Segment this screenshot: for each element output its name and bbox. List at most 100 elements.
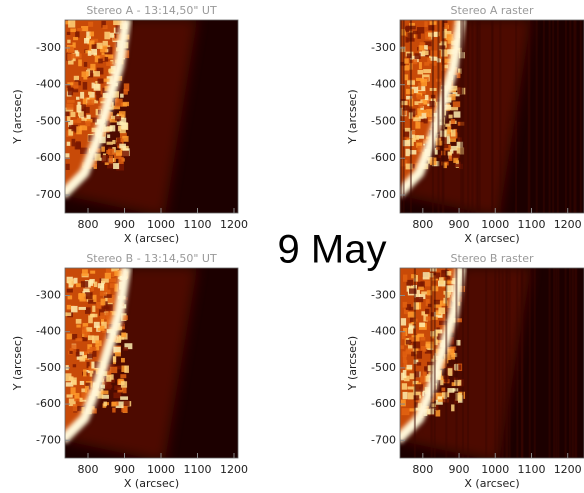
texture [106, 374, 112, 382]
texture [418, 293, 426, 300]
raster-stripe [485, 268, 488, 458]
texture [401, 372, 405, 381]
texture [119, 125, 126, 134]
texture [120, 321, 125, 327]
texture [402, 274, 408, 282]
texture [84, 331, 91, 338]
raster-stripe [400, 20, 403, 213]
texture [418, 111, 422, 117]
raster-stripe [579, 20, 582, 213]
x-axis-label: X (arcsec) [124, 232, 179, 245]
limb-edge [65, 20, 132, 199]
texture [121, 365, 127, 373]
texture [95, 340, 102, 347]
texture [422, 371, 427, 376]
texture [424, 45, 428, 50]
texture [84, 327, 93, 332]
raster-stripe [467, 20, 470, 213]
x-tick-label: 900 [449, 463, 470, 476]
x-axis-label: X (arcsec) [124, 477, 179, 490]
axes-frame [64, 267, 239, 459]
texture [406, 95, 413, 100]
texture [109, 118, 117, 123]
texture [121, 404, 128, 413]
texture [99, 291, 107, 296]
texture [418, 103, 424, 108]
texture [70, 28, 76, 33]
texture [82, 82, 88, 90]
x-tick-label: 1100 [517, 463, 545, 476]
texture [451, 353, 456, 360]
texture [412, 130, 416, 135]
texture [70, 333, 78, 340]
texture [416, 362, 422, 366]
x-tick-label: 800 [412, 218, 433, 231]
texture [68, 285, 72, 291]
texture [402, 369, 407, 378]
texture [408, 327, 414, 334]
texture [81, 398, 87, 402]
texture [90, 270, 96, 274]
texture [97, 148, 101, 153]
y-axis-label: Y (arcsec) [11, 89, 24, 144]
texture [424, 94, 429, 101]
raster-stripe [533, 268, 536, 458]
y-tick-label: -400 [36, 325, 61, 338]
texture [82, 355, 88, 359]
texture [77, 28, 83, 32]
texture [96, 67, 104, 75]
texture [417, 333, 425, 338]
x-tick-label: 1200 [554, 463, 582, 476]
texture [116, 121, 124, 126]
raster-stripe [521, 268, 524, 458]
texture [104, 46, 113, 55]
texture [119, 143, 126, 149]
texture [83, 106, 90, 114]
texture [91, 99, 98, 104]
texture [80, 351, 89, 356]
texture [448, 137, 456, 142]
texture [424, 347, 432, 354]
texture [123, 347, 129, 351]
texture [104, 161, 109, 165]
texture [413, 117, 421, 122]
y-tick-label: -500 [36, 114, 61, 127]
texture [81, 71, 89, 78]
texture [87, 50, 92, 56]
texture [112, 407, 116, 413]
texture [75, 318, 82, 324]
y-tick-label: -400 [36, 78, 61, 91]
texture [431, 358, 435, 362]
texture [93, 294, 97, 303]
texture [415, 121, 421, 129]
raster-stripe [402, 20, 405, 213]
texture [424, 367, 431, 373]
texture [443, 162, 447, 169]
texture [69, 348, 74, 352]
texture [414, 53, 421, 60]
raster-stripe [556, 20, 559, 213]
texture [450, 106, 459, 111]
texture [89, 31, 95, 37]
raster-stripe [552, 20, 555, 213]
texture [101, 20, 106, 28]
texture [106, 61, 113, 66]
texture [120, 93, 124, 98]
texture [109, 125, 116, 132]
texture [77, 111, 84, 117]
y-tick-label: -500 [36, 361, 61, 374]
texture [449, 337, 454, 344]
texture [82, 98, 87, 106]
raster-stripe [433, 268, 436, 458]
texture [451, 404, 455, 412]
raster-stripe [462, 20, 465, 213]
texture [411, 351, 416, 357]
texture [103, 401, 107, 407]
texture [400, 345, 405, 349]
texture [412, 135, 420, 140]
texture [436, 313, 443, 318]
texture [113, 20, 120, 26]
texture [420, 336, 426, 341]
raster-stripe [548, 20, 551, 213]
texture [451, 153, 460, 159]
